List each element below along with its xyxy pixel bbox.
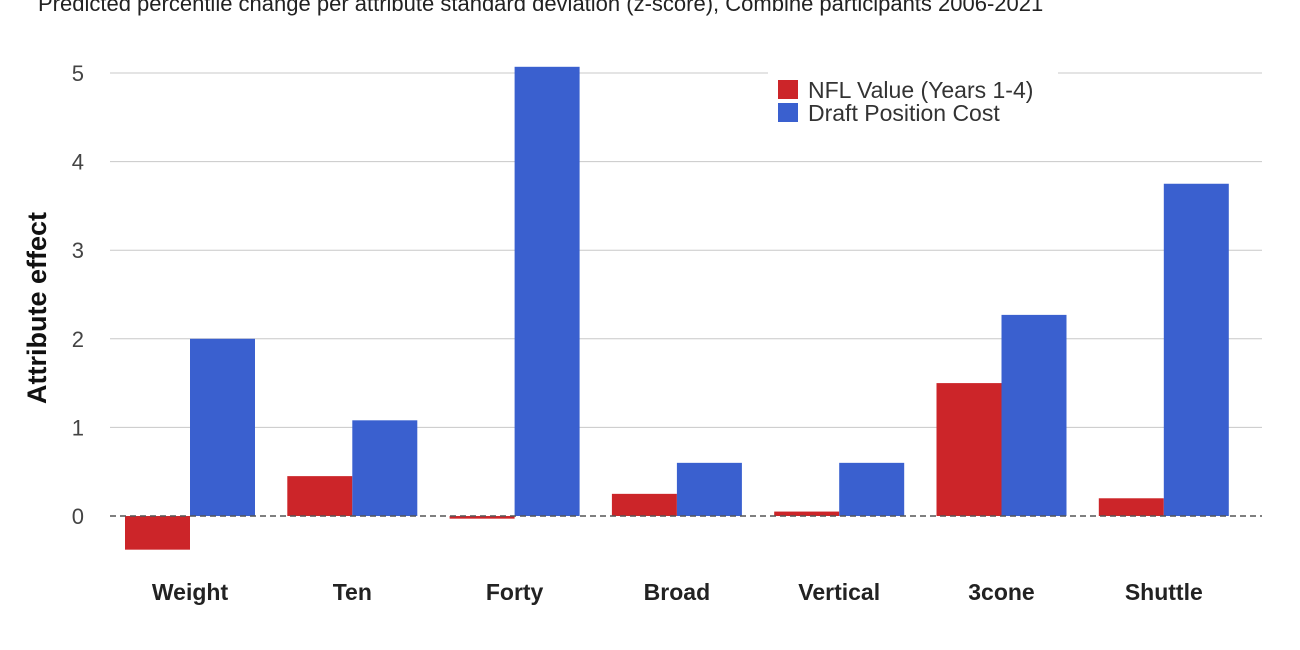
y-tick-label: 3 <box>72 238 84 263</box>
bars <box>125 66 1229 550</box>
y-axis-label: Attribute effect <box>22 212 52 404</box>
bar-nfl-value <box>449 516 515 519</box>
bar-nfl-value <box>936 383 1002 516</box>
legend-label: Draft Position Cost <box>808 100 1000 126</box>
x-category-label: Weight <box>152 579 229 605</box>
bar-nfl-value <box>125 516 190 550</box>
legend-swatch <box>778 80 798 99</box>
x-category-label: Broad <box>644 579 710 605</box>
y-tick-label: 1 <box>72 415 84 440</box>
bar-nfl-value <box>774 511 840 516</box>
y-tick-label: 2 <box>72 327 84 352</box>
chart-subtitle: Predicted percentile change per attribut… <box>38 0 1044 16</box>
bar-nfl-value <box>287 476 353 516</box>
x-category-label: Shuttle <box>1125 579 1203 605</box>
x-category-label: 3cone <box>968 579 1034 605</box>
y-axis-ticks: 0 1 2 3 4 5 <box>72 61 84 529</box>
gridlines <box>110 72 1262 428</box>
legend-swatch <box>778 103 798 122</box>
y-tick-label: 4 <box>72 150 84 175</box>
bar-draft-cost <box>839 462 905 516</box>
bar-draft-cost <box>1001 314 1067 516</box>
legend-background <box>768 66 1058 128</box>
bar-draft-cost <box>190 338 255 516</box>
x-category-label: Forty <box>486 579 544 605</box>
bar-draft-cost <box>676 462 742 516</box>
y-tick-label: 5 <box>72 61 84 86</box>
x-category-label: Ten <box>333 579 372 605</box>
bar-draft-cost <box>352 420 418 516</box>
x-category-label: Vertical <box>798 579 880 605</box>
legend: NFL Value (Years 1-4)Draft Position Cost <box>768 66 1058 128</box>
bar-draft-cost <box>1163 183 1229 516</box>
x-axis-categories: Weight Ten Forty Broad Vertical 3cone Shuttle <box>152 579 1203 605</box>
bar-nfl-value <box>611 493 677 516</box>
bar-nfl-value <box>1098 498 1164 516</box>
y-tick-label: 0 <box>72 504 84 529</box>
legend-label: NFL Value (Years 1-4) <box>808 77 1033 103</box>
bar-draft-cost <box>514 66 580 516</box>
